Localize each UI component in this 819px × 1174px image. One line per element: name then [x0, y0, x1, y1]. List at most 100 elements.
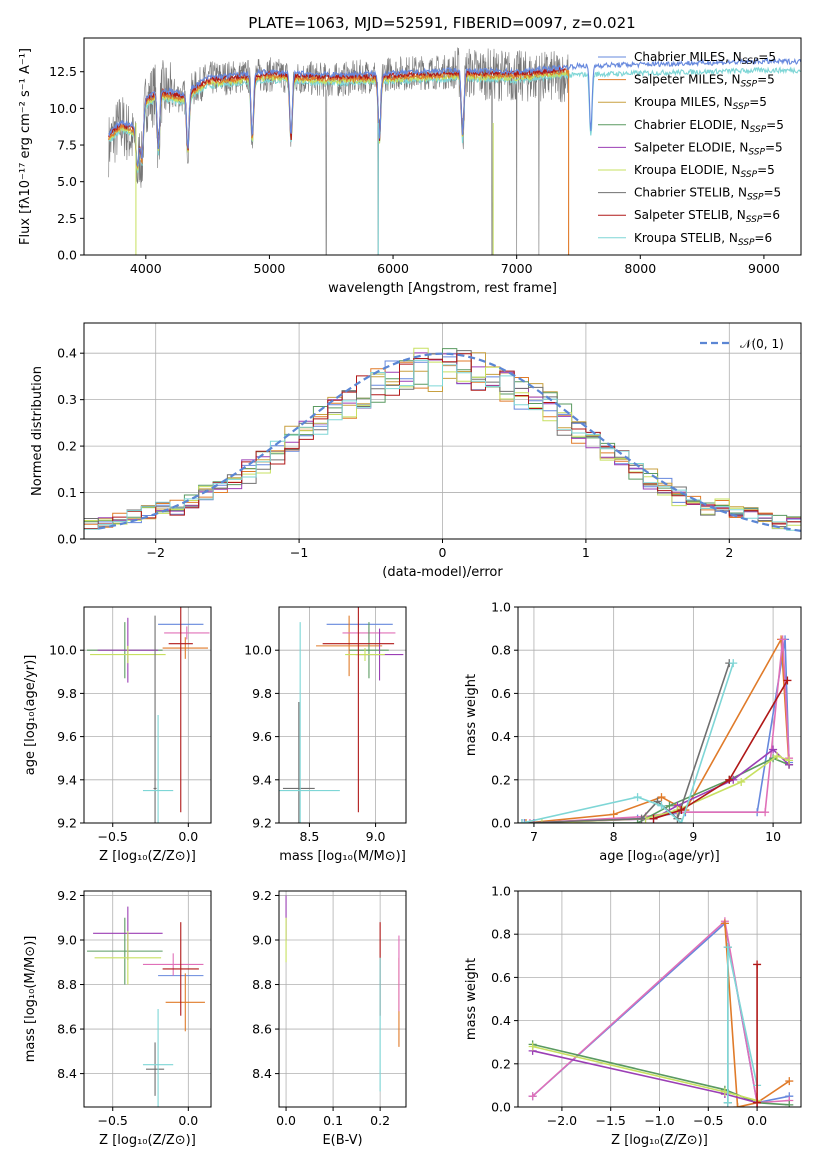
y-tick-label: 12.5	[49, 64, 77, 79]
series-marker	[725, 775, 734, 784]
legend-label-text: Salpeter STELIB, N	[634, 208, 746, 222]
legend-label-text: Kroupa MILES, N	[634, 95, 733, 109]
legend-label-text: Salpeter ELODIE, N	[634, 140, 748, 154]
x-tick-label: 0.0	[276, 1113, 296, 1128]
legend-label-text: Salpeter MILES, N	[634, 73, 741, 87]
legend-label-text: Kroupa STELIB, N	[634, 231, 738, 245]
plot-area	[518, 891, 801, 1107]
x-axis-label: (data-model)/error	[382, 565, 503, 580]
x-tick-label: −1.0	[644, 1113, 674, 1128]
y-tick-label: 0.4	[491, 729, 511, 744]
y-axis-label: mass weight	[464, 958, 479, 1040]
series-marker	[528, 1092, 537, 1101]
x-axis-label: Z [log₁₀(Z/Z⊙)]	[611, 1133, 708, 1148]
y-tick-label: 0.0	[491, 1100, 511, 1115]
legend-label: Kroupa MILES, NSSP=5	[634, 95, 767, 112]
series-line	[525, 636, 790, 823]
y-tick-label: 0.2	[57, 439, 77, 454]
x-tick-label: 0.0	[747, 1113, 767, 1128]
y-tick-label: 0.8	[491, 927, 511, 942]
x-tick-label: 9	[689, 829, 697, 844]
legend-label: Salpeter MILES, NSSP=5	[634, 73, 775, 90]
y-tick-label: 1.0	[491, 600, 511, 615]
series-marker	[729, 659, 738, 668]
y-tick-label: 9.6	[252, 729, 272, 744]
legend-label-sub: SSP	[741, 170, 758, 180]
y-axis-label: Normed distribution	[30, 366, 45, 496]
plot-area	[518, 607, 801, 823]
y-tick-label: 1.0	[491, 884, 511, 899]
series-marker	[723, 943, 732, 952]
x-tick-label: 6000	[377, 261, 409, 276]
x-axis-label: wavelength [Angstrom, rest frame]	[328, 281, 557, 296]
x-tick-label: −1	[290, 545, 308, 560]
axes-frame	[278, 606, 407, 824]
series-line	[532, 919, 790, 1104]
series-marker	[649, 814, 658, 823]
series-marker	[785, 1100, 794, 1107]
y-tick-label: 0.6	[491, 970, 511, 985]
y-tick-label: 9.6	[57, 729, 77, 744]
plot-area	[84, 891, 211, 1107]
series-marker	[761, 808, 770, 817]
legend-label-eq: =5	[758, 50, 776, 64]
x-tick-label: −0.5	[98, 1113, 128, 1128]
x-axis-label: age [log₁₀(age/yr)]	[599, 849, 720, 864]
y-tick-label: 0.3	[57, 392, 77, 407]
series-line	[524, 639, 790, 823]
y-tick-label: 8.8	[252, 977, 272, 992]
series-marker	[657, 793, 666, 802]
series-marker	[520, 819, 529, 823]
legend-label-text: Kroupa ELODIE, N	[634, 163, 741, 177]
figure-title: PLATE=1063, MJD=52591, FIBERID=0097, z=0…	[248, 14, 635, 32]
legend-label-eq: =6	[754, 231, 772, 245]
series-marker	[785, 1077, 794, 1086]
series-line	[532, 921, 790, 1104]
legend-label-sub: SSP	[742, 57, 759, 67]
x-tick-label: 8	[610, 829, 618, 844]
x-tick-label: 0.0	[178, 829, 198, 844]
series-marker	[633, 793, 642, 802]
panel-mass-vs-Z: −0.5 0.0 8.4 8.6 8.8 9.0 9.2 Z [log₁₀(Z/Z⊙)] mas…	[23, 888, 212, 1148]
series-marker	[785, 756, 794, 765]
x-tick-label: 9.0	[366, 829, 386, 844]
plot-area	[108, 47, 801, 255]
y-tick-label: 8.6	[57, 1022, 77, 1037]
plot-area	[279, 607, 406, 823]
y-tick-label: 8.4	[57, 1066, 77, 1081]
x-tick-label: −1.5	[596, 1113, 626, 1128]
legend-label-eq: =5	[764, 186, 782, 200]
x-tick-label: 10	[765, 829, 781, 844]
legend-label-text: Chabrier ELODIE, N	[634, 118, 750, 132]
x-axis-label: Z [log₁₀(Z/Z⊙)]	[99, 1133, 196, 1148]
y-tick-label: 0.6	[491, 686, 511, 701]
series-line	[532, 1050, 758, 1104]
y-tick-label: 9.0	[252, 932, 272, 947]
x-tick-label: 1	[582, 545, 590, 560]
x-tick-label: −2.0	[547, 1113, 577, 1128]
x-tick-label: 9000	[748, 261, 780, 276]
y-tick-label: 9.2	[57, 888, 77, 903]
series-marker	[637, 814, 646, 823]
y-tick-label: 9.0	[57, 932, 77, 947]
series-marker	[677, 806, 686, 815]
x-tick-label: 7	[530, 829, 538, 844]
axes-frame	[83, 606, 212, 824]
legend-label-sub: SSP	[750, 125, 767, 135]
x-tick-label: −2	[146, 545, 164, 560]
x-tick-label: −0.5	[98, 829, 128, 844]
axes-frame	[517, 606, 802, 824]
series-marker	[723, 1098, 732, 1107]
y-tick-label: 10.0	[244, 643, 272, 658]
x-tick-label: 0.1	[323, 1113, 343, 1128]
y-axis-label: Flux [fλ10⁻¹⁷ erg cm⁻² s⁻¹ A⁻¹]	[18, 48, 33, 245]
series-marker	[537, 819, 546, 823]
x-axis-label: mass [log₁₀(M/M⊙)]	[279, 849, 406, 864]
legend-label: Salpeter STELIB, NSSP=6	[634, 208, 780, 225]
y-tick-label: 10.0	[49, 101, 77, 116]
panel-mass-vs-EBV: 0.0 0.1 0.2 8.4 8.6 8.8 9.0 9.2 E(B-V)	[252, 888, 407, 1148]
y-tick-label: 2.5	[57, 211, 77, 226]
y-tick-label: 0.0	[491, 816, 511, 831]
